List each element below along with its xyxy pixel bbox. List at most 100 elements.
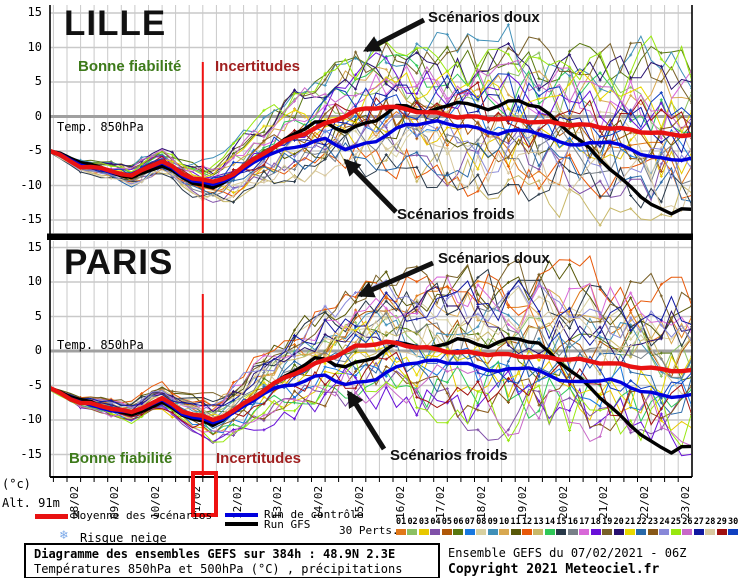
ensemble-member-line xyxy=(51,279,691,407)
pert-number: 21 xyxy=(625,517,636,527)
date-label: 21/02 xyxy=(597,485,611,519)
pert-color-swatch xyxy=(647,529,658,535)
mean-line-swatch xyxy=(35,514,68,519)
paris-warm-scenarios-label: Scénarios doux xyxy=(438,250,550,267)
pert-number: 17 xyxy=(579,517,590,527)
gfs-run-legend-label: Run GFS xyxy=(264,518,311,531)
date-label: 17/02 xyxy=(434,485,448,519)
pert-color-swatch xyxy=(430,529,441,535)
perts-count-label: 30 Perts. xyxy=(339,524,399,537)
pert-number: 10 xyxy=(499,517,510,527)
diagram-info-box: Diagramme des ensembles GEFS sur 384h : … xyxy=(24,543,440,578)
pert-color-swatch xyxy=(693,529,704,535)
paris-zero-line-label: Temp. 850hPa xyxy=(57,338,144,352)
pert-number: 20 xyxy=(613,517,624,527)
ensemble-member-line xyxy=(51,351,691,429)
ensemble-member-markers xyxy=(51,40,691,177)
lille-series-group xyxy=(51,23,691,227)
paris-cold-scenarios-label: Scénarios froids xyxy=(390,447,508,464)
pert-number: 29 xyxy=(716,517,727,527)
pert-color-swatch xyxy=(670,529,681,535)
pert-color-swatch xyxy=(659,529,670,535)
panel-title-paris: PARIS xyxy=(64,243,174,282)
pert-number: 08 xyxy=(476,517,487,527)
pert-number: 15 xyxy=(556,517,567,527)
snow-risk-legend-label: Risque neige xyxy=(80,531,167,545)
pert-color-swatch xyxy=(590,529,601,535)
lille-zero-line-label: Temp. 850hPa xyxy=(57,120,144,134)
date-label: 19/02 xyxy=(515,485,529,519)
pert-color-swatch xyxy=(602,529,613,535)
y-unit-label: (°c) xyxy=(2,477,31,491)
copyright-label: Copyright 2021 Meteociel.fr xyxy=(448,562,660,577)
pert-number: 14 xyxy=(544,517,556,527)
ensemble-member-line xyxy=(51,310,691,421)
y-tick-label: -5 xyxy=(27,377,42,392)
y-tick-label: 15 xyxy=(27,239,42,254)
pert-number: 18 xyxy=(590,517,601,527)
y-tick-label: 0 xyxy=(34,343,42,357)
highlight-date-box xyxy=(191,471,218,517)
ensemble-member-line xyxy=(51,35,691,176)
ensemble-member-line xyxy=(51,123,691,213)
ensemble-member-line xyxy=(51,276,691,412)
run-info-label: Ensemble GEFS du 07/02/2021 - 06Z xyxy=(448,546,687,560)
pert-number: 06 xyxy=(453,517,464,527)
lille-warm-scenarios-arrow xyxy=(362,17,426,53)
pert-color-swatch xyxy=(544,529,555,535)
y-tick-label: 10 xyxy=(27,274,42,288)
pert-color-swatch xyxy=(407,529,418,535)
pert-color-swatch xyxy=(464,529,475,535)
ensemble-member-markers xyxy=(51,279,691,411)
pert-color-swatch xyxy=(510,529,521,535)
lille-warm-scenarios-label: Scénarios doux xyxy=(428,9,540,26)
lille-cold-scenarios-label: Scénarios froids xyxy=(397,206,515,223)
y-tick-label: 15 xyxy=(27,5,42,19)
y-tick-label: -15 xyxy=(20,446,42,461)
pert-number: 12 xyxy=(521,517,533,527)
pert-color-swatch xyxy=(521,529,532,535)
date-label: 22/02 xyxy=(638,485,652,519)
ensemble-member-line xyxy=(51,73,691,182)
pert-number: 13 xyxy=(533,517,544,527)
pert-number: 11 xyxy=(510,517,521,527)
control-run-legend-label: Run de contrôle xyxy=(264,508,364,521)
pert-color-swatch xyxy=(636,529,647,535)
pert-color-swatch xyxy=(682,529,693,535)
pert-color-swatch xyxy=(705,529,716,535)
pert-color-swatch xyxy=(499,529,510,535)
pert-color-swatch xyxy=(625,529,635,535)
pert-color-swatch xyxy=(716,529,727,535)
pert-color-swatch xyxy=(728,529,739,535)
ensemble-member-line xyxy=(51,134,691,209)
pert-number: 28 xyxy=(705,517,716,527)
pert-number: 27 xyxy=(693,517,704,527)
pert-color-swatch xyxy=(418,529,429,535)
gfs-run-swatch xyxy=(225,522,258,526)
paris-cold-scenarios-arrow xyxy=(346,390,387,451)
pert-number: 24 xyxy=(659,517,670,527)
pert-number: 23 xyxy=(647,517,659,527)
y-tick-label: 0 xyxy=(34,108,42,123)
y-tick-label: -5 xyxy=(27,143,42,157)
pert-number: 05 xyxy=(441,517,453,527)
paris-warm-scenarios-arrow xyxy=(356,260,435,298)
ensemble-member-line xyxy=(51,321,691,418)
lille-cold-scenarios-arrow xyxy=(343,158,398,214)
pert-number: 07 xyxy=(464,517,475,527)
pert-color-swatch xyxy=(441,529,452,535)
pert-color-swatch xyxy=(396,529,406,535)
pert-color-swatch xyxy=(579,529,590,535)
lille-uncertainty-label: Incertitudes xyxy=(215,58,301,75)
date-label: 16/02 xyxy=(393,485,407,519)
pert-number: 03 xyxy=(418,517,430,527)
pert-number: 16 xyxy=(567,517,578,527)
y-tick-label: -10 xyxy=(20,177,42,192)
control-run-swatch xyxy=(225,513,258,517)
pert-number: 30 xyxy=(728,517,739,527)
y-tick-label: 10 xyxy=(27,39,42,54)
paris-good-reliability-label: Bonne fiabilité xyxy=(69,450,173,467)
ensemble-member-line xyxy=(51,52,691,179)
pert-color-swatch xyxy=(453,529,464,535)
